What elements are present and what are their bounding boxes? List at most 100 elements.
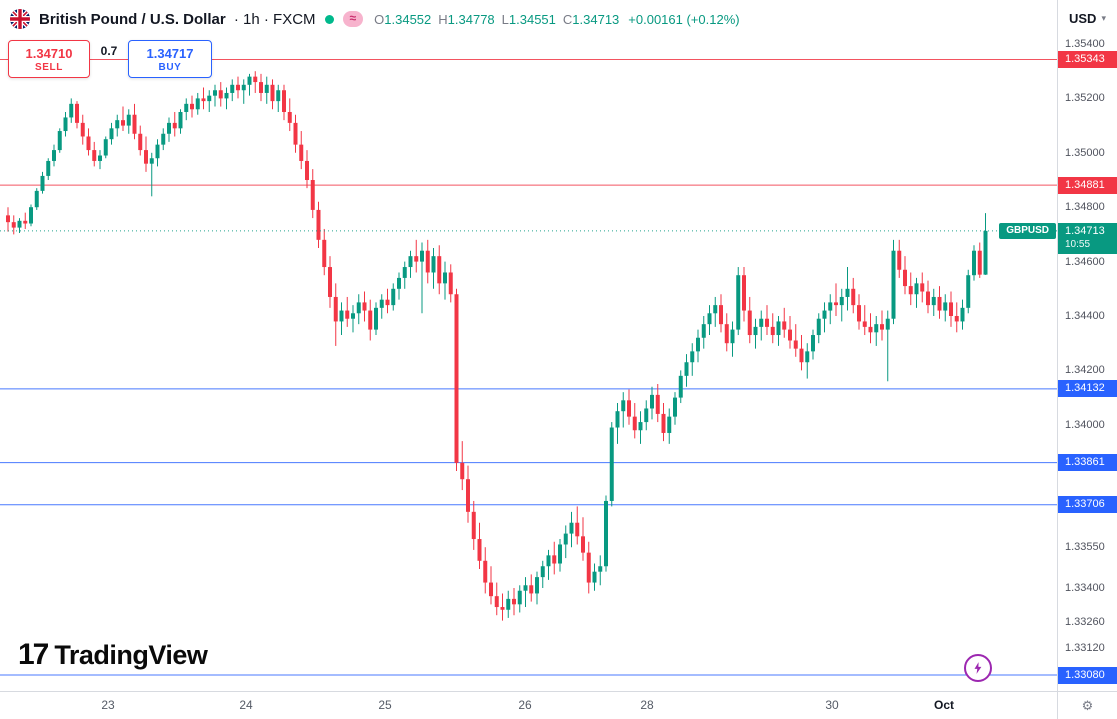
candle: [63, 117, 68, 132]
candle: [650, 394, 654, 409]
candle: [920, 283, 925, 292]
candle: [287, 112, 292, 123]
candle: [868, 326, 873, 333]
symbol-details: · 1h · FXCM: [233, 10, 316, 28]
candle: [368, 310, 373, 330]
candle: [719, 305, 723, 325]
price-level-badge: 1.34132: [1058, 380, 1117, 398]
currency-label: USD: [1069, 11, 1097, 26]
candle: [132, 114, 137, 134]
candle: [247, 76, 252, 85]
candle: [546, 555, 551, 567]
candle: [236, 84, 240, 91]
ohlc-close: C1.34713: [562, 11, 620, 27]
candlestick-chart[interactable]: [0, 0, 1057, 691]
bar-countdown: 10:55: [1065, 238, 1091, 250]
candle: [103, 139, 108, 156]
sell-button[interactable]: 1.34710 SELL: [8, 40, 90, 78]
candle: [437, 256, 442, 284]
candle: [914, 283, 919, 295]
candle: [109, 128, 114, 140]
candle: [316, 209, 321, 240]
candle: [218, 90, 223, 99]
sell-price: 1.34710: [25, 45, 73, 61]
candle: [500, 607, 505, 610]
candle: [983, 230, 988, 275]
time-axis[interactable]: ⚙ 23 24 25 26 28 30 Oct: [0, 691, 1117, 719]
candle: [742, 275, 746, 311]
candle: [667, 416, 672, 433]
candle: [29, 207, 33, 224]
candle: [178, 112, 183, 129]
time-axis-label: 30: [825, 698, 839, 712]
ohlc-open: O1.34552: [374, 11, 432, 27]
axis-settings-corner[interactable]: ⚙: [1057, 692, 1117, 719]
candle: [57, 131, 62, 151]
candle: [535, 577, 539, 594]
candle: [857, 305, 861, 322]
candle: [385, 299, 390, 306]
candle: [678, 375, 683, 398]
candle: [908, 286, 913, 295]
candle: [529, 585, 534, 594]
chart-header: British Pound / U.S. Dollar · 1h · FXCM …: [10, 7, 740, 31]
candle: [144, 150, 148, 164]
candle: [454, 294, 459, 463]
candle: [563, 533, 568, 545]
last-price-symbol-tag: GBPUSD: [999, 222, 1056, 239]
candle: [408, 256, 413, 268]
candle: [943, 302, 948, 311]
candle: [753, 326, 758, 336]
last-price-badge: 1.34713 10:55: [1058, 222, 1117, 254]
candle: [765, 318, 769, 327]
candle: [397, 277, 401, 289]
candle: [673, 397, 677, 417]
candle: [293, 122, 298, 145]
candle: [736, 275, 741, 330]
candle: [299, 144, 304, 161]
candle: [322, 239, 327, 268]
candle: [897, 250, 902, 270]
price-axis[interactable]: USD ▾ 1.34713 10:55 1.35400 1.35200 1.3500…: [1057, 0, 1117, 691]
last-price-value: 1.34713: [1065, 224, 1105, 237]
candle: [805, 351, 810, 363]
candle: [638, 422, 643, 431]
instant-trading-button[interactable]: [964, 654, 992, 682]
candle: [782, 321, 787, 330]
price-level-badge: 1.33861: [1058, 454, 1117, 472]
candle: [816, 318, 821, 336]
candle: [213, 90, 217, 96]
candle: [264, 84, 269, 93]
candle: [6, 215, 10, 223]
chevron-down-icon: ▾: [1101, 13, 1106, 23]
candle: [828, 302, 833, 311]
buy-button[interactable]: 1.34717 BUY: [128, 40, 212, 78]
candle: [730, 329, 735, 344]
candle: [471, 511, 476, 540]
candle: [351, 313, 355, 319]
candle: [822, 310, 827, 319]
candle: [926, 291, 930, 306]
candle: [954, 316, 959, 322]
candle: [172, 122, 177, 129]
candle: [420, 250, 424, 262]
candle: [477, 539, 482, 561]
price-tick-label: 1.33550: [1065, 541, 1105, 553]
candle: [977, 250, 982, 275]
candle: [701, 324, 706, 338]
candle: [448, 272, 453, 295]
candle: [644, 408, 649, 423]
price-tick-label: 1.34400: [1065, 310, 1105, 322]
symbol-title[interactable]: British Pound / U.S. Dollar · 1h · FXCM: [39, 11, 316, 28]
candle: [862, 321, 867, 327]
candle: [793, 340, 798, 349]
candle: [627, 400, 631, 417]
candle: [230, 84, 235, 93]
candle: [581, 536, 585, 553]
chart-plot-area[interactable]: British Pound / U.S. Dollar · 1h · FXCM …: [0, 0, 1057, 691]
candle: [379, 299, 384, 308]
price-level-badge: 1.33080: [1058, 666, 1117, 684]
candle: [724, 324, 729, 344]
time-axis-label: 23: [101, 698, 115, 712]
currency-selector[interactable]: USD ▾: [1058, 0, 1117, 37]
